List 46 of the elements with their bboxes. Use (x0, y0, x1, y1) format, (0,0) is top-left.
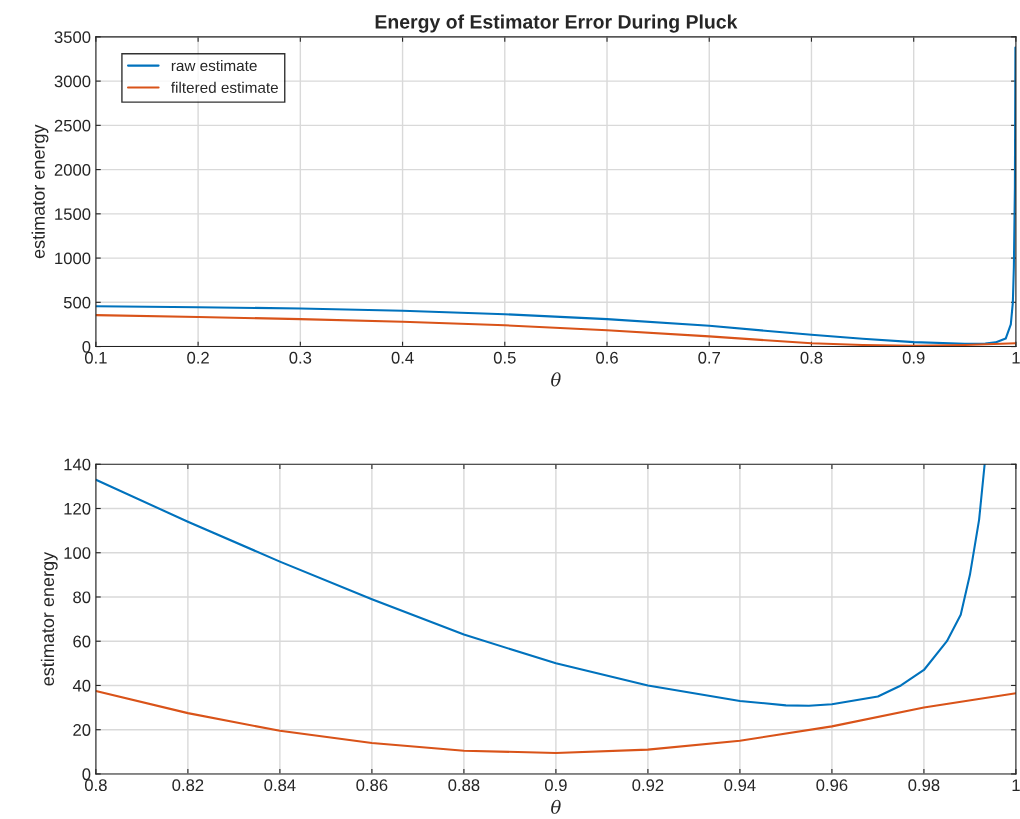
y-tick-label: 2500 (54, 119, 91, 132)
x-tick-label: 0.3 (289, 351, 312, 364)
x-tick-label: 0.9 (544, 779, 567, 792)
x-tick-label: 0.86 (356, 779, 388, 792)
x-tick-label: 0.92 (632, 779, 664, 792)
x-tick-label: 0.88 (448, 779, 480, 792)
x-tick-label: 0.82 (172, 779, 204, 792)
y-tick-label: 60 (73, 635, 91, 648)
x-tick-label: 0.84 (264, 779, 296, 792)
x-tick-label: 0.1 (84, 351, 107, 364)
y-tick-label: 2000 (54, 163, 91, 176)
y-tick-label: 3500 (54, 31, 91, 44)
y-tick-label: 3000 (54, 75, 91, 88)
y-tick-label: 100 (64, 547, 91, 559)
x-tick-label: 0.6 (596, 351, 618, 364)
y-tick-label: 140 (64, 458, 91, 471)
x-tick-label: 0.94 (724, 779, 756, 792)
y-tick-label: 20 (73, 724, 91, 736)
y-tick-label: 1000 (55, 252, 91, 265)
x-tick-label: 1 (1012, 352, 1020, 364)
x-tick-label: 0.96 (816, 779, 848, 792)
x-tick-label: 0.5 (493, 351, 516, 364)
y-tick-label: 40 (72, 679, 91, 692)
y-tick-label: 1500 (55, 208, 91, 221)
x-tick-label: 0.98 (908, 779, 940, 792)
x-tick-label: 0.8 (800, 351, 823, 364)
x-axis-title: θ (551, 372, 561, 387)
y-tick-label: 0 (82, 768, 91, 781)
legend-label: raw estimate (171, 59, 257, 72)
chart-title: Energy of Estimator Error During Pluck (375, 14, 738, 33)
line-series (95, 689, 1016, 754)
y-tick-label: 500 (63, 296, 91, 309)
y-axis-title: estimator energy (31, 124, 49, 259)
legend-label: filtered estimate (171, 81, 278, 93)
y-tick-label: 120 (64, 502, 91, 515)
y-tick-label: 0 (82, 340, 91, 353)
x-tick-label: 0.4 (391, 351, 414, 364)
y-axis-title: estimator energy (40, 551, 58, 686)
x-tick-label: 1 (1012, 779, 1020, 791)
x-tick-label: 0.7 (698, 351, 720, 364)
line-series (95, 464, 986, 707)
x-axis-title: θ (551, 799, 561, 814)
y-tick-label: 80 (73, 591, 91, 604)
x-tick-label: 0.8 (84, 779, 107, 792)
x-tick-label: 0.9 (902, 351, 925, 364)
x-tick-label: 0.2 (187, 351, 209, 364)
